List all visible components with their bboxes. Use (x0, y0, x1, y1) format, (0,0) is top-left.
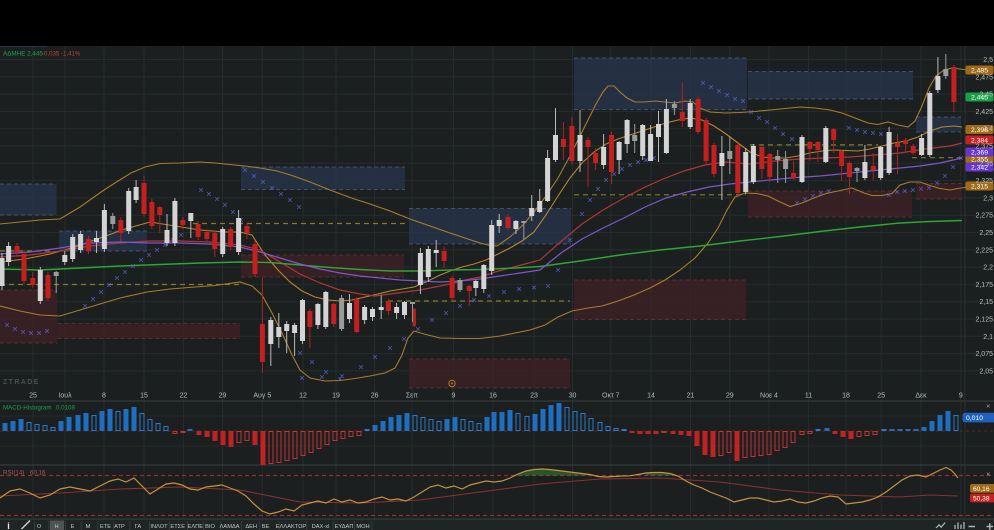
svg-text:ΑΤΡ: ΑΤΡ (114, 524, 125, 530)
svg-text:0,010: 0,010 (966, 415, 983, 422)
svg-text:2,35: 2,35 (979, 161, 993, 168)
svg-text:ΓΑ: ΓΑ (135, 524, 142, 530)
svg-text:DAX-xl: DAX-xl (312, 524, 330, 530)
svg-text:2,325: 2,325 (975, 178, 993, 185)
svg-text:ΕΤΣΕ: ΕΤΣΕ (170, 524, 185, 530)
svg-text:2,384: 2,384 (971, 137, 988, 144)
svg-text:Η: Η (54, 524, 58, 530)
svg-text:2,25: 2,25 (979, 230, 993, 237)
svg-text:2,075: 2,075 (975, 351, 993, 358)
svg-text:ΛΑΜΔΑ: ΛΑΜΔΑ (220, 524, 240, 530)
svg-text:60,16: 60,16 (973, 486, 990, 493)
svg-text:ΕΛΛΑΚΤΩΡ: ΕΛΛΑΚΤΩΡ (276, 524, 307, 530)
svg-text:18: 18 (842, 393, 850, 400)
svg-text:29: 29 (726, 393, 734, 400)
svg-text:2,342: 2,342 (971, 164, 988, 171)
svg-text:2,375: 2,375 (975, 144, 993, 151)
svg-text:Αυγ 5: Αυγ 5 (253, 393, 271, 400)
svg-text:2,175: 2,175 (975, 282, 993, 289)
svg-text:2,445: 2,445 (971, 94, 988, 101)
svg-text:ΔΕΗ: ΔΕΗ (245, 524, 257, 530)
svg-text:50,38: 50,38 (973, 495, 990, 502)
svg-text:×: × (986, 470, 990, 479)
svg-text:2,125: 2,125 (975, 317, 993, 324)
svg-text:60,16: 60,16 (30, 470, 46, 477)
svg-text:Ο: Ο (37, 524, 42, 530)
svg-text:26: 26 (371, 393, 379, 400)
svg-text:Δεκ: Δεκ (915, 393, 927, 400)
svg-text:ΕΤΕ: ΕΤΕ (100, 524, 111, 530)
svg-text:2,369: 2,369 (971, 149, 988, 156)
svg-text:2,225: 2,225 (975, 247, 993, 254)
svg-text:Ιουλ: Ιουλ (58, 393, 72, 400)
svg-text:ΕΛΠΕ: ΕΛΠΕ (188, 524, 204, 530)
svg-text:ΙΝΛΟΤ: ΙΝΛΟΤ (150, 524, 168, 530)
svg-text:19: 19 (332, 393, 340, 400)
svg-text:MACD-Histogram: MACD-Histogram (3, 405, 51, 412)
svg-text:2,1: 2,1 (983, 334, 993, 341)
svg-text:ΕΥΔΑΠ: ΕΥΔΑΠ (335, 524, 354, 530)
svg-text:22: 22 (180, 393, 188, 400)
svg-text:15: 15 (140, 393, 148, 400)
svg-text:ΒΕ: ΒΕ (262, 524, 270, 530)
svg-text:2,485: 2,485 (971, 67, 988, 74)
svg-text:14: 14 (647, 393, 655, 400)
svg-text:ΜΟΗ: ΜΟΗ (356, 524, 369, 530)
svg-text:Οκτ 7: Οκτ 7 (602, 393, 620, 400)
svg-text:12: 12 (299, 393, 307, 400)
svg-text:29: 29 (219, 393, 227, 400)
svg-text:25: 25 (877, 393, 885, 400)
svg-text:30: 30 (569, 393, 577, 400)
svg-text:2,398: 2,398 (971, 127, 988, 134)
svg-text:×: × (986, 402, 990, 411)
svg-text:Ε: Ε (71, 524, 75, 530)
svg-text:Μ: Μ (86, 524, 91, 530)
svg-text:16: 16 (489, 393, 497, 400)
svg-text:2,2: 2,2 (983, 265, 993, 272)
svg-text:RSI(14): RSI(14) (3, 470, 24, 477)
svg-text:2,15: 2,15 (979, 299, 993, 306)
svg-text:2,355: 2,355 (971, 156, 988, 163)
svg-text:ΒΙΟ: ΒΙΟ (205, 524, 215, 530)
svg-text:ZTRADE: ZTRADE (3, 379, 40, 386)
svg-text:11: 11 (805, 393, 812, 400)
svg-text:9: 9 (452, 393, 456, 400)
svg-text:2,05: 2,05 (979, 368, 993, 375)
svg-text:21: 21 (687, 393, 695, 400)
svg-text:2,275: 2,275 (975, 213, 993, 220)
svg-text:8: 8 (102, 393, 106, 400)
svg-text:2,475: 2,475 (975, 74, 993, 81)
svg-text:25: 25 (29, 393, 37, 400)
svg-text:9: 9 (959, 393, 963, 400)
svg-text:0,0108: 0,0108 (56, 405, 75, 412)
svg-text:2,315: 2,315 (971, 183, 988, 190)
svg-text:2,45: 2,45 (979, 92, 993, 99)
svg-text:2,425: 2,425 (975, 109, 993, 116)
svg-text:Σεπ: Σεπ (406, 393, 418, 400)
svg-text:2,3: 2,3 (983, 195, 993, 202)
svg-text:2,5: 2,5 (983, 57, 993, 64)
svg-text:23: 23 (530, 393, 538, 400)
svg-text:-0,035 -1,41%: -0,035 -1,41% (42, 51, 81, 58)
svg-text:Νοε 4: Νοε 4 (760, 393, 778, 400)
svg-text:i: i (7, 521, 10, 530)
svg-text:2,4: 2,4 (983, 126, 993, 133)
svg-text:ΑΔΜΗΕ 2,445: ΑΔΜΗΕ 2,445 (3, 51, 43, 58)
